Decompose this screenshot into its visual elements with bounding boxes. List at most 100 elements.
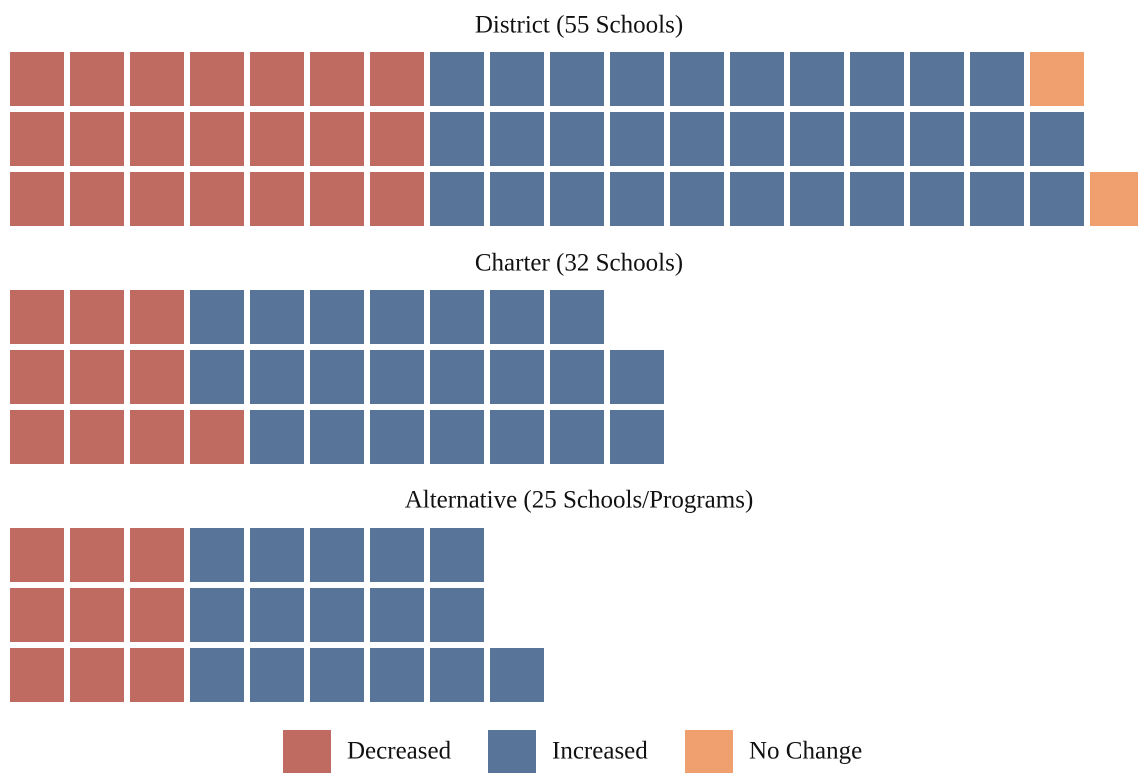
waffle-cell [610, 410, 664, 464]
waffle-cell [190, 648, 244, 702]
waffle-cell [310, 52, 364, 106]
waffle-cell [190, 350, 244, 404]
waffle-cell [70, 290, 124, 344]
waffle-cell [430, 410, 484, 464]
waffle-cell [310, 648, 364, 702]
waffle-cell [130, 172, 184, 226]
waffle-cell [130, 290, 184, 344]
waffle-cell [850, 172, 904, 226]
waffle-cell [70, 648, 124, 702]
waffle-cell [490, 290, 544, 344]
waffle-cell [190, 290, 244, 344]
waffle-cell [910, 172, 964, 226]
waffle-cell [310, 172, 364, 226]
waffle-cell [970, 112, 1024, 166]
waffle-cell [490, 52, 544, 106]
waffle-cell [310, 350, 364, 404]
waffle-cell [370, 588, 424, 642]
waffle-cell [550, 410, 604, 464]
waffle-cell [250, 52, 304, 106]
waffle-cell [670, 52, 724, 106]
waffle-cell [550, 290, 604, 344]
waffle-cell [1030, 172, 1084, 226]
waffle-cell [370, 648, 424, 702]
waffle-cell [430, 350, 484, 404]
waffle-cell [10, 588, 64, 642]
waffle-cell [370, 290, 424, 344]
waffle-cell [70, 588, 124, 642]
waffle-cell [190, 588, 244, 642]
waffle-cell [1030, 112, 1084, 166]
waffle-cell [250, 112, 304, 166]
waffle-cell [70, 410, 124, 464]
waffle-cell [670, 112, 724, 166]
waffle-cell [370, 410, 424, 464]
waffle-cell [10, 52, 64, 106]
waffle-cell [250, 172, 304, 226]
waffle-cell [490, 410, 544, 464]
waffle-cell [550, 52, 604, 106]
waffle-cell [490, 350, 544, 404]
waffle-cell [250, 528, 304, 582]
waffle-cell [490, 172, 544, 226]
waffle-cell [190, 528, 244, 582]
waffle-cell [190, 112, 244, 166]
waffle-cell [130, 588, 184, 642]
waffle-cell [130, 52, 184, 106]
panel-title: Alternative (25 Schools/Programs) [405, 487, 754, 514]
waffle-cell [370, 350, 424, 404]
waffle-cell [10, 112, 64, 166]
waffle-cell [910, 112, 964, 166]
waffle-cell [190, 410, 244, 464]
waffle-cell [1090, 172, 1138, 226]
waffle-cell [790, 52, 844, 106]
waffle-cell [10, 172, 64, 226]
waffle-cell [550, 172, 604, 226]
waffle-cell [370, 172, 424, 226]
waffle-cell [310, 290, 364, 344]
waffle-cell [430, 52, 484, 106]
waffle-cell [490, 648, 544, 702]
waffle-cell [430, 648, 484, 702]
legend-label: No Change [749, 738, 862, 765]
waffle-cell [970, 52, 1024, 106]
waffle-cell [310, 588, 364, 642]
waffle-cell [130, 350, 184, 404]
waffle-cell [670, 172, 724, 226]
waffle-cell [850, 52, 904, 106]
waffle-cell [550, 350, 604, 404]
waffle-cell [430, 112, 484, 166]
waffle-cell [190, 172, 244, 226]
legend-swatch [283, 730, 331, 773]
waffle-cell [70, 172, 124, 226]
waffle-cell [130, 528, 184, 582]
waffle-cell [250, 290, 304, 344]
waffle-cell [370, 112, 424, 166]
waffle-cell [250, 588, 304, 642]
waffle-cell [1030, 52, 1084, 106]
waffle-cell [850, 112, 904, 166]
waffle-cell [610, 112, 664, 166]
waffle-cell [910, 52, 964, 106]
waffle-cell [730, 52, 784, 106]
waffle-cell [550, 112, 604, 166]
waffle-cell [310, 528, 364, 582]
waffle-cell [430, 588, 484, 642]
waffle-cell [10, 410, 64, 464]
waffle-cell [10, 648, 64, 702]
waffle-cell [430, 172, 484, 226]
legend-swatch [685, 730, 733, 773]
waffle-cell [10, 528, 64, 582]
waffle-cell [610, 172, 664, 226]
waffle-cell [10, 350, 64, 404]
legend-swatch [488, 730, 536, 773]
waffle-cell [430, 528, 484, 582]
waffle-cell [130, 410, 184, 464]
waffle-cell [970, 172, 1024, 226]
waffle-cell [250, 350, 304, 404]
waffle-cell [610, 350, 664, 404]
waffle-cell [250, 648, 304, 702]
legend-label: Decreased [347, 738, 452, 765]
waffle-cell [250, 410, 304, 464]
